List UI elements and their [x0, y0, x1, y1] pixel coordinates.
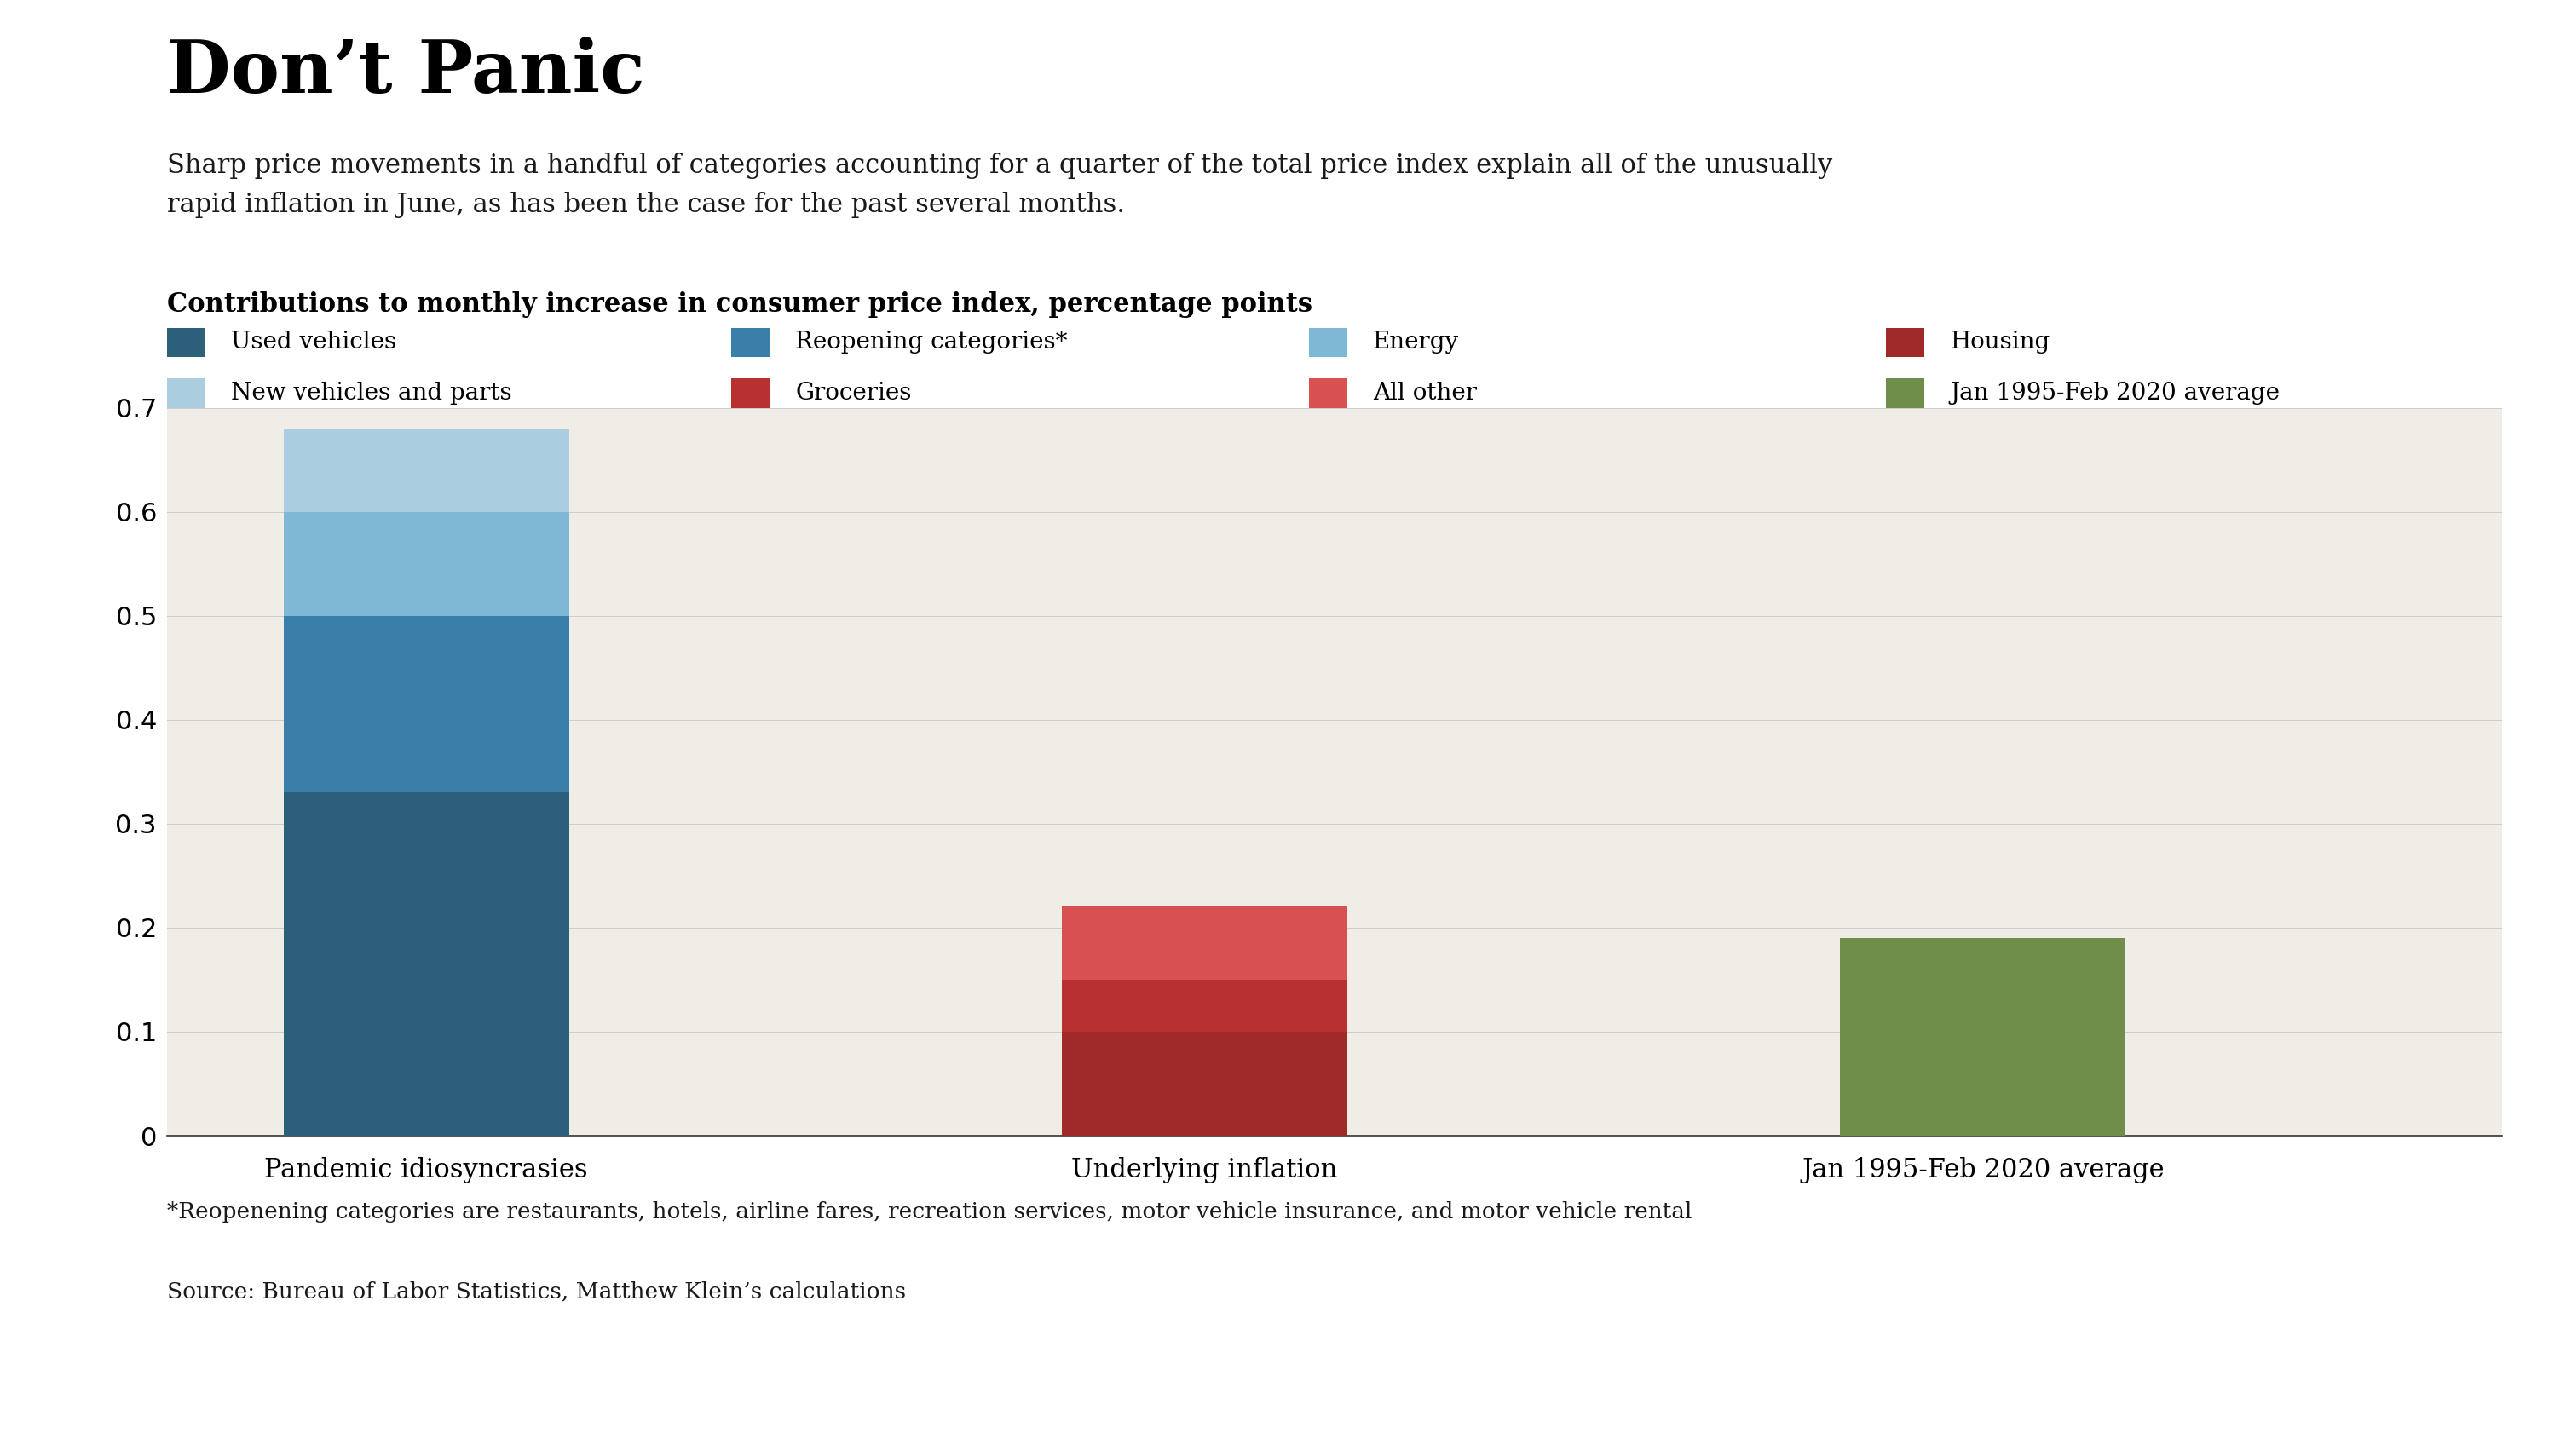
Text: Energy: Energy [1373, 331, 1460, 354]
Bar [1840, 938, 2125, 1136]
Bar [1062, 907, 1347, 980]
Text: Source: Bureau of Labor Statistics, Matthew Klein’s calculations: Source: Bureau of Labor Statistics, Matt… [167, 1281, 906, 1303]
Bar [285, 792, 570, 1136]
Text: Housing: Housing [1950, 331, 2050, 354]
Text: Contributions to monthly increase in consumer price index, percentage points: Contributions to monthly increase in con… [167, 291, 1311, 317]
Text: Used vehicles: Used vehicles [231, 331, 395, 354]
Text: Reopening categories*: Reopening categories* [795, 331, 1067, 354]
Text: Don’t Panic: Don’t Panic [167, 36, 644, 108]
Text: Sharp price movements in a handful of categories accounting for a quarter of the: Sharp price movements in a handful of ca… [167, 153, 1832, 218]
Text: Jan 1995-Feb 2020 average: Jan 1995-Feb 2020 average [1950, 381, 2281, 405]
Text: New vehicles and parts: New vehicles and parts [231, 381, 511, 405]
Text: *Reopenening categories are restaurants, hotels, airline fares, recreation servi: *Reopenening categories are restaurants,… [167, 1201, 1691, 1223]
Bar [1062, 980, 1347, 1032]
Text: All other: All other [1373, 381, 1478, 405]
Text: Groceries: Groceries [795, 381, 911, 405]
Bar [1062, 1032, 1347, 1136]
Bar [285, 511, 570, 616]
Bar [285, 428, 570, 511]
Bar [285, 616, 570, 792]
